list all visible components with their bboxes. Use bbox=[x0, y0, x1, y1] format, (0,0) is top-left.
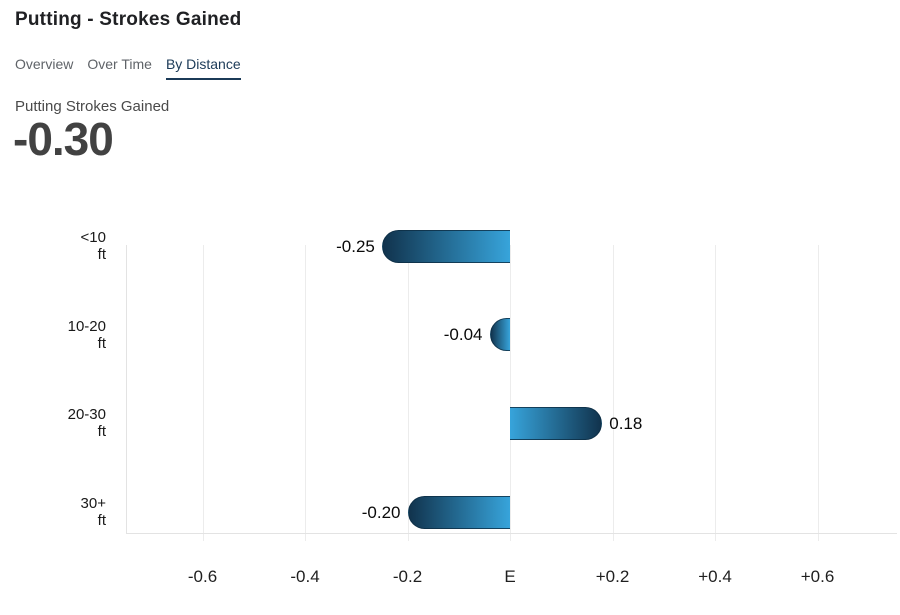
gridline--0.6 bbox=[202, 245, 204, 541]
bar-value-label: -0.04 bbox=[443, 325, 483, 345]
x-tick-label: +0.4 bbox=[698, 567, 732, 586]
category-range: 20-30 bbox=[67, 406, 106, 424]
tab-over-time[interactable]: Over Time bbox=[87, 56, 152, 72]
category-label: 30+ ft bbox=[16, 495, 106, 529]
bar-20-30ft[interactable] bbox=[510, 406, 603, 440]
category-unit: ft bbox=[97, 423, 106, 441]
summary-metric-value: -0.30 bbox=[13, 113, 114, 165]
category-range: <10 bbox=[80, 229, 106, 246]
gridline--0.4 bbox=[305, 245, 306, 541]
bar-value-label: 0.18 bbox=[609, 413, 643, 433]
category-unit: ft bbox=[97, 334, 106, 352]
tab-by-distance[interactable]: By Distance bbox=[165, 56, 241, 80]
tab-overview[interactable]: Overview bbox=[15, 56, 74, 72]
bar-10-20ft[interactable] bbox=[489, 318, 510, 352]
gridline--0.2 bbox=[407, 245, 409, 541]
x-tick-label: +0.2 bbox=[595, 567, 630, 586]
page-title: Putting - Strokes Gained bbox=[15, 9, 242, 30]
gridline-+0.6 bbox=[817, 245, 819, 541]
category-label: <10 ft bbox=[16, 229, 106, 263]
bar-value-label: -0.25 bbox=[336, 236, 375, 256]
summary-metric-label: Putting Strokes Gained bbox=[15, 98, 170, 115]
category-unit: ft bbox=[97, 512, 106, 530]
category-label: 20-30 ft bbox=[16, 406, 106, 440]
category-range: 30+ bbox=[80, 495, 106, 513]
bar-value-label: -0.20 bbox=[361, 502, 401, 522]
gridline-+0.4 bbox=[715, 245, 716, 541]
category-range: 10-20 bbox=[67, 317, 106, 335]
bar-30+ft[interactable] bbox=[407, 495, 510, 529]
x-tick-label: +0.6 bbox=[800, 567, 835, 586]
bar-<10ft[interactable] bbox=[381, 229, 510, 263]
category-unit: ft bbox=[97, 246, 106, 263]
x-axis-line bbox=[126, 533, 897, 534]
gridline-+0.2 bbox=[612, 245, 614, 541]
x-tick-label: -0.2 bbox=[392, 567, 423, 586]
x-tick-label: E bbox=[504, 567, 516, 586]
y-axis-line bbox=[126, 245, 127, 533]
tab-bar: Overview Over Time By Distance bbox=[15, 56, 241, 80]
gridline-E bbox=[510, 245, 511, 541]
category-label: 10-20 ft bbox=[16, 318, 106, 352]
x-tick-label: -0.4 bbox=[290, 567, 320, 586]
x-tick-label: -0.6 bbox=[187, 567, 218, 586]
